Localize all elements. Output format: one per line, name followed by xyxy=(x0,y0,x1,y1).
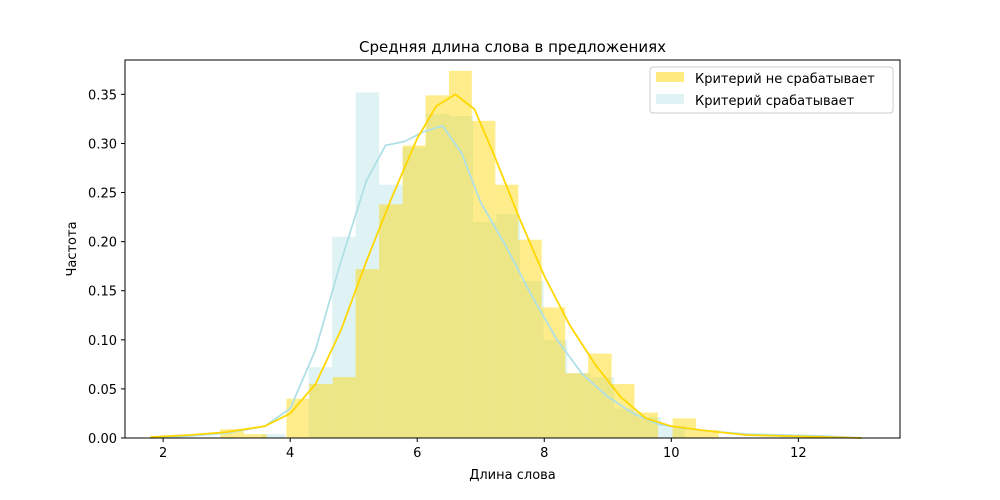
y-tick-label-3: 0.15 xyxy=(88,285,117,300)
y-tick-label-4: 0.20 xyxy=(88,236,117,251)
bar-not-triggered-0 xyxy=(220,429,244,438)
legend-label-not-triggered: Критерий не срабатывает xyxy=(695,72,875,87)
bar-not-triggered-19 xyxy=(696,430,719,438)
legend-swatch-not-triggered xyxy=(656,72,684,82)
bar-triggered-2 xyxy=(332,236,356,438)
chart-title: Средняя длина слова в предложениях xyxy=(359,38,666,56)
x-tick-label-3: 8 xyxy=(540,446,548,461)
x-tick-label-0: 2 xyxy=(159,446,167,461)
y-tick-label-1: 0.05 xyxy=(88,383,117,398)
bar-not-triggered-12 xyxy=(518,239,542,438)
y-tick-label-0: 0.00 xyxy=(88,432,117,447)
y-axis-label: Частота xyxy=(65,221,80,276)
legend-label-triggered: Критерий срабатывает xyxy=(695,94,855,109)
bar-triggered-12 xyxy=(567,373,591,438)
bar-not-triggered-6 xyxy=(379,204,403,438)
y-tick-label-2: 0.10 xyxy=(88,334,117,349)
bar-triggered-9 xyxy=(496,214,521,438)
bar-triggered-10 xyxy=(520,280,544,438)
legend: Критерий не срабатывает Критерий срабаты… xyxy=(649,66,894,114)
bar-not-triggered-7 xyxy=(402,145,426,438)
bar-triggered-3 xyxy=(355,92,380,439)
x-tick-label-1: 4 xyxy=(286,446,294,461)
x-axis-label: Длина слова xyxy=(469,468,556,483)
bar-triggered-4 xyxy=(379,184,403,438)
bar-not-triggered-4 xyxy=(332,377,356,438)
legend-swatch-triggered xyxy=(656,94,684,104)
ticks-layer: 2 4 6 8 10 12 0.00 0.05 0.10 0.15 0.20 0.25 0.30 0.35 xyxy=(88,88,807,461)
x-tick-label-4: 10 xyxy=(663,446,680,461)
bar-triggered-6 xyxy=(426,114,450,438)
legend-frame xyxy=(649,66,894,114)
bar-triggered-8 xyxy=(473,222,497,438)
bar-triggered-13 xyxy=(590,377,615,438)
bar-not-triggered-14 xyxy=(565,373,589,438)
y-tick-label-5: 0.25 xyxy=(88,187,117,202)
y-tick-label-6: 0.30 xyxy=(88,137,117,152)
bar-not-triggered-10 xyxy=(471,120,496,438)
bar-not-triggered-17 xyxy=(634,412,658,438)
bar-not-triggered-15 xyxy=(588,353,612,438)
bar-triggered-5 xyxy=(402,147,427,438)
kde-layer xyxy=(150,93,862,439)
bar-triggered-14 xyxy=(614,408,638,438)
plot-frame xyxy=(124,59,901,439)
bar-not-triggered-11 xyxy=(495,184,519,438)
bar-not-triggered-3 xyxy=(309,384,333,438)
bar-not-triggered-1 xyxy=(243,434,267,438)
bar-not-triggered-13 xyxy=(541,307,566,438)
bar-triggered-16 xyxy=(661,426,685,438)
y-tick-label-7: 0.35 xyxy=(88,88,117,103)
bar-triggered-7 xyxy=(449,115,474,439)
bar-triggered-11 xyxy=(543,339,568,438)
kde-line-not-triggered xyxy=(150,93,862,439)
x-tick-label-2: 6 xyxy=(413,446,421,461)
bar-not-triggered-8 xyxy=(425,95,449,438)
bars-layer xyxy=(220,70,803,439)
bar-not-triggered-9 xyxy=(448,70,472,439)
x-tick-label-5: 12 xyxy=(790,446,807,461)
bar-triggered-0 xyxy=(261,434,286,438)
bar-not-triggered-5 xyxy=(355,269,380,438)
bar-not-triggered-2 xyxy=(286,398,310,438)
bar-not-triggered-16 xyxy=(611,384,635,438)
